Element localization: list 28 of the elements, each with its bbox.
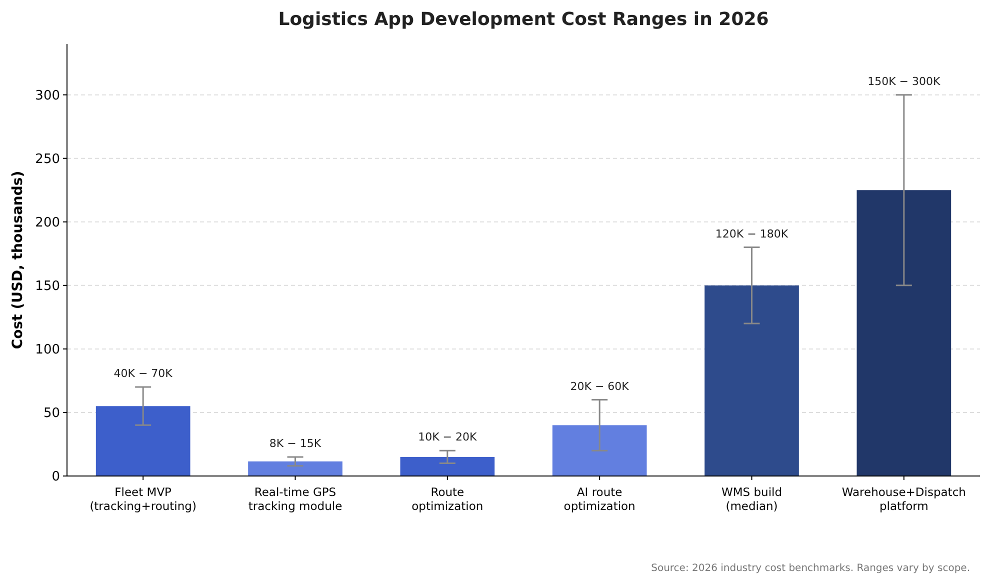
y-tick-label: 300 (35, 88, 60, 104)
bar (96, 406, 190, 476)
x-tick-label: Route optimization (412, 485, 484, 513)
x-tick-label: WMS build (median) (721, 485, 782, 513)
bar (856, 190, 952, 476)
bar (400, 456, 495, 476)
annotation: 40K − 70K (114, 367, 174, 380)
annotation: 20K − 60K (570, 380, 630, 393)
bar (552, 425, 647, 476)
y-tick-label: 100 (35, 342, 60, 358)
y-tick-label: 0 (52, 470, 60, 485)
y-tick-label: 200 (35, 215, 60, 230)
x-tick-label: Warehouse+Dispatch platform (842, 485, 966, 513)
annotation: 150K − 300K (868, 74, 942, 88)
bar (704, 285, 799, 476)
y-axis-title: Cost (USD, thousands) (10, 170, 26, 350)
y-tick-label: 250 (35, 152, 60, 167)
y-tick-label: 50 (43, 406, 60, 422)
annotation: 8K − 15K (269, 436, 322, 450)
y-tick-label: 150 (35, 278, 60, 294)
x-tick-label: AI route optimization (564, 485, 636, 513)
x-tick-label: Fleet MVP (tracking+routing) (90, 485, 196, 513)
source-note: Source: 2026 industry cost benchmarks. Ranges vary by scope. (651, 563, 970, 574)
annotation: 120K − 180K (715, 227, 789, 240)
annotation: 10K − 20K (418, 430, 478, 444)
bar (248, 461, 342, 476)
chart-title: Logistics App Development Cost Ranges in 2026 (278, 9, 769, 30)
x-tick-label: Real-time GPS tracking module (248, 485, 342, 513)
